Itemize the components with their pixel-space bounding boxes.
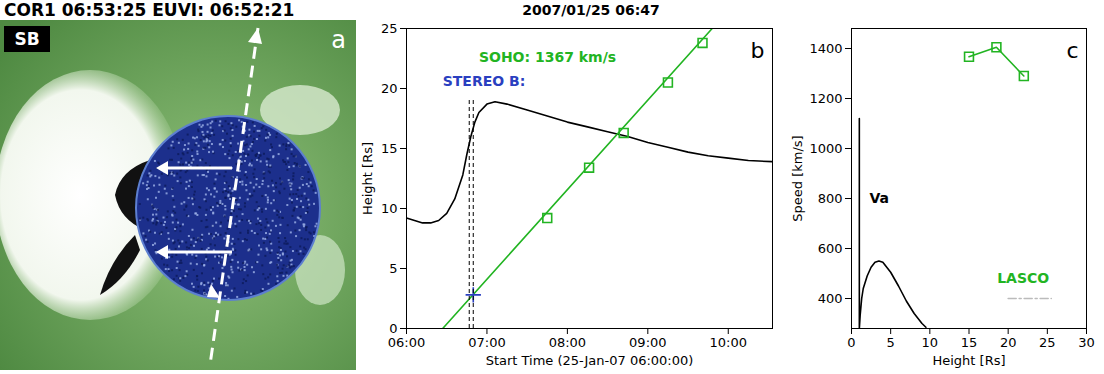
svg-text:25: 25 xyxy=(1039,335,1056,350)
svg-text:1000: 1000 xyxy=(809,141,842,156)
svg-text:1200: 1200 xyxy=(809,91,842,106)
svg-text:20: 20 xyxy=(1000,335,1017,350)
svg-text:10: 10 xyxy=(381,201,398,216)
html-text:COR1 06:53:25 EUVI: 06:52:21: COR1 06:53:25 EUVI: 06:52:21 xyxy=(4,0,295,20)
svg-text:08:00: 08:00 xyxy=(549,335,586,350)
svg-text:STEREO B:: STEREO B: xyxy=(443,73,526,89)
svg-text:Speed [km/s]: Speed [km/s] xyxy=(790,135,805,221)
svg-text:0: 0 xyxy=(389,321,397,336)
svg-text:06:00: 06:00 xyxy=(388,335,425,350)
svg-text:Height [Rs]: Height [Rs] xyxy=(360,142,375,215)
svg-text:07:00: 07:00 xyxy=(468,335,505,350)
svg-text:400: 400 xyxy=(818,291,843,306)
svg-text:10:00: 10:00 xyxy=(710,335,747,350)
html-text:2007/01/25 06:47: 2007/01/25 06:47 xyxy=(522,2,660,18)
svg-text:25: 25 xyxy=(381,21,398,36)
svg-text:09:00: 09:00 xyxy=(629,335,666,350)
svg-text:600: 600 xyxy=(818,241,843,256)
svg-text:c: c xyxy=(1066,38,1078,63)
svg-text:SOHO: 1367 km/s: SOHO: 1367 km/s xyxy=(479,49,616,65)
svg-text:5: 5 xyxy=(887,335,895,350)
svg-text:b: b xyxy=(751,38,765,63)
svg-text:30: 30 xyxy=(1078,335,1095,350)
svg-text:SB: SB xyxy=(14,29,39,49)
svg-text:LASCO: LASCO xyxy=(997,270,1049,286)
svg-text:0: 0 xyxy=(847,335,855,350)
svg-text:800: 800 xyxy=(818,191,843,206)
svg-text:Start Time (25-Jan-07 06:00:00: Start Time (25-Jan-07 06:00:00) xyxy=(486,353,694,368)
svg-text:5: 5 xyxy=(389,261,397,276)
svg-text:15: 15 xyxy=(381,141,398,156)
svg-text:20: 20 xyxy=(381,81,398,96)
svg-text:10: 10 xyxy=(922,335,939,350)
svg-text:Va: Va xyxy=(870,190,890,206)
svg-text:1400: 1400 xyxy=(809,41,842,56)
svg-text:Height [Rs]: Height [Rs] xyxy=(932,353,1005,368)
svg-text:15: 15 xyxy=(961,335,978,350)
svg-text:a: a xyxy=(331,26,346,54)
